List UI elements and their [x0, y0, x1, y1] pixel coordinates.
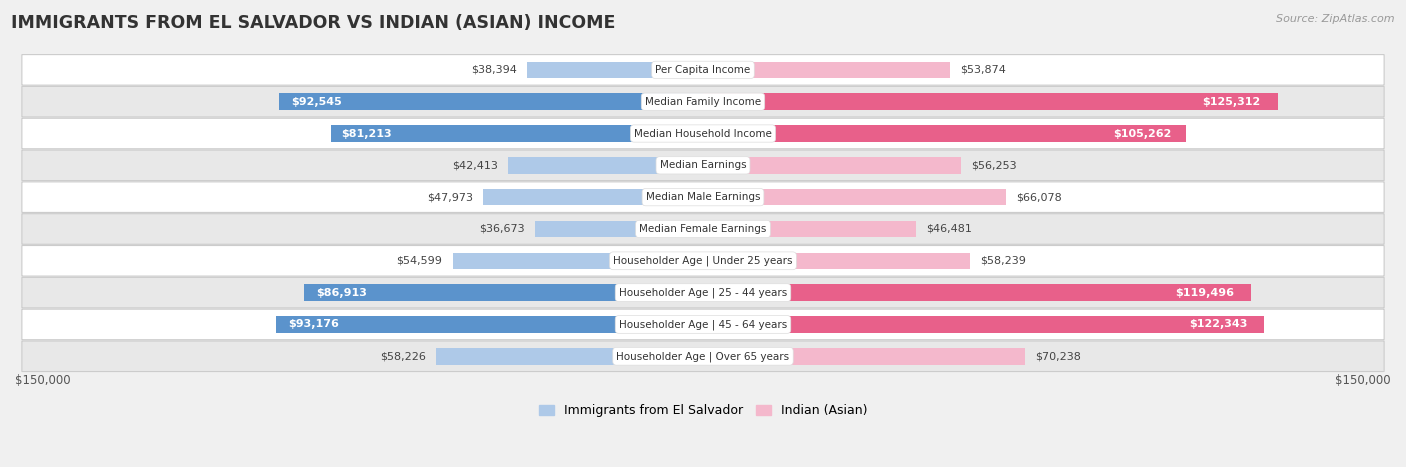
Text: $92,545: $92,545 — [291, 97, 342, 106]
Text: $66,078: $66,078 — [1017, 192, 1062, 202]
FancyBboxPatch shape — [22, 86, 1384, 117]
Text: Source: ZipAtlas.com: Source: ZipAtlas.com — [1277, 14, 1395, 24]
Text: $150,000: $150,000 — [1336, 374, 1391, 387]
Bar — [330, 125, 703, 142]
Bar — [703, 93, 1278, 110]
Text: $58,239: $58,239 — [980, 256, 1026, 266]
Text: $38,394: $38,394 — [471, 65, 516, 75]
Text: $93,176: $93,176 — [288, 319, 339, 329]
Bar — [703, 189, 1007, 205]
Text: Median Male Earnings: Median Male Earnings — [645, 192, 761, 202]
Bar — [509, 157, 703, 174]
FancyBboxPatch shape — [22, 182, 1384, 212]
Text: Householder Age | 45 - 64 years: Householder Age | 45 - 64 years — [619, 319, 787, 330]
FancyBboxPatch shape — [22, 55, 1384, 85]
Text: Householder Age | Under 25 years: Householder Age | Under 25 years — [613, 255, 793, 266]
Text: $122,343: $122,343 — [1189, 319, 1247, 329]
Text: $47,973: $47,973 — [426, 192, 472, 202]
Bar — [703, 221, 917, 237]
Text: $125,312: $125,312 — [1202, 97, 1261, 106]
Text: Median Household Income: Median Household Income — [634, 128, 772, 139]
Text: Per Capita Income: Per Capita Income — [655, 65, 751, 75]
Bar — [527, 62, 703, 78]
Bar — [703, 253, 970, 269]
Text: Householder Age | Over 65 years: Householder Age | Over 65 years — [616, 351, 790, 361]
Bar — [534, 221, 703, 237]
Bar — [703, 316, 1264, 333]
FancyBboxPatch shape — [22, 277, 1384, 308]
Legend: Immigrants from El Salvador, Indian (Asian): Immigrants from El Salvador, Indian (Asi… — [534, 399, 872, 422]
Text: Householder Age | 25 - 44 years: Householder Age | 25 - 44 years — [619, 287, 787, 298]
FancyBboxPatch shape — [22, 118, 1384, 149]
Text: $119,496: $119,496 — [1175, 288, 1234, 297]
Bar — [703, 284, 1251, 301]
FancyBboxPatch shape — [22, 309, 1384, 340]
Text: IMMIGRANTS FROM EL SALVADOR VS INDIAN (ASIAN) INCOME: IMMIGRANTS FROM EL SALVADOR VS INDIAN (A… — [11, 14, 616, 32]
Text: $46,481: $46,481 — [927, 224, 973, 234]
Text: Median Earnings: Median Earnings — [659, 160, 747, 170]
Bar — [484, 189, 703, 205]
Bar — [703, 157, 962, 174]
Text: $36,673: $36,673 — [479, 224, 524, 234]
Bar — [278, 93, 703, 110]
FancyBboxPatch shape — [22, 214, 1384, 244]
FancyBboxPatch shape — [22, 150, 1384, 181]
Text: $150,000: $150,000 — [15, 374, 70, 387]
Bar — [453, 253, 703, 269]
Text: $54,599: $54,599 — [396, 256, 443, 266]
FancyBboxPatch shape — [22, 341, 1384, 372]
Text: $81,213: $81,213 — [342, 128, 392, 139]
FancyBboxPatch shape — [22, 246, 1384, 276]
Bar — [703, 125, 1185, 142]
Bar — [276, 316, 703, 333]
Text: $58,226: $58,226 — [380, 351, 426, 361]
Text: $70,238: $70,238 — [1035, 351, 1081, 361]
Bar — [703, 62, 950, 78]
Text: $53,874: $53,874 — [960, 65, 1007, 75]
Bar — [304, 284, 703, 301]
Text: Median Female Earnings: Median Female Earnings — [640, 224, 766, 234]
Text: $56,253: $56,253 — [972, 160, 1017, 170]
Text: $86,913: $86,913 — [316, 288, 367, 297]
Bar — [703, 348, 1025, 365]
Text: $105,262: $105,262 — [1114, 128, 1171, 139]
Bar — [436, 348, 703, 365]
Text: Median Family Income: Median Family Income — [645, 97, 761, 106]
Text: $42,413: $42,413 — [453, 160, 498, 170]
